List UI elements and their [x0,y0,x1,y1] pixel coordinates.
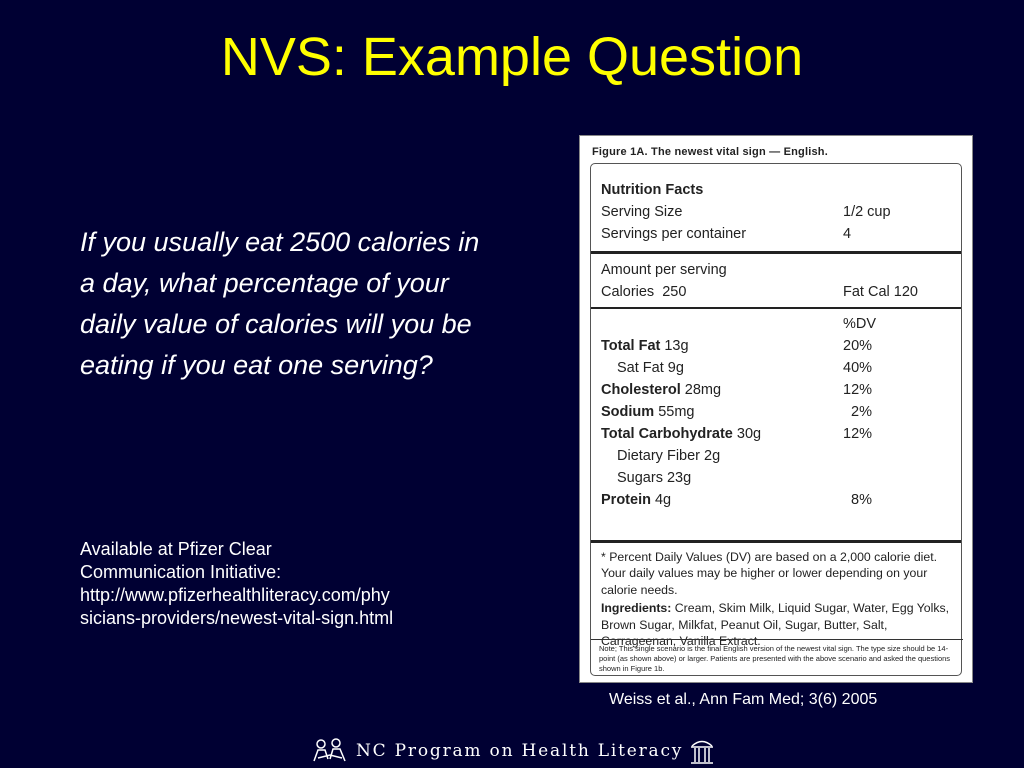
nutrient-amount: 4g [650,491,672,508]
nutrient-row: Total Carbohydrate 30g 12% [601,423,951,445]
nutrient-amount: 28mg [680,381,722,398]
nutrient-name: Protein [601,491,651,508]
nutrient-dv: 2% [843,403,873,420]
fat-calories-label: Fat Cal 120 [843,284,918,300]
calories-label: Calories 250 [601,284,687,300]
footer-logo: NC Program on Health Literacy [310,734,715,768]
nutrient-row: Sugars 23g [601,467,951,489]
nutrient-name: Total Carbohydrate [601,425,733,442]
old-well-icon [691,740,714,764]
nutrient-row: Sodium 55mg 2% [601,401,951,423]
nutrient-dv: 20% [843,337,873,354]
nutrient-amount: 55mg [654,403,695,420]
amount-label: Amount per serving [601,262,727,278]
nutrient-dv: 12% [843,381,873,398]
servings-value: 4 [843,226,852,242]
nutrient-dv: 8% [843,491,873,508]
nutrition-heading: Nutrition Facts [601,182,704,198]
nutrition-label-figure: Figure 1A. The newest vital sign — Engli… [579,135,973,683]
dv-footnote: * Percent Daily Values (DV) are based on… [601,550,938,597]
ingredients-text: Cream, Skim Milk, Liquid Sugar, Water, E… [601,601,950,649]
nutrient-name: Sodium [601,403,655,420]
readers-icon [313,738,346,762]
nutrient-amount: 2g [700,447,721,464]
divider [591,540,961,543]
nutrition-facts: Nutrition Facts Serving Size 1/2 cup Ser… [591,179,961,511]
nutrient-name: Total Fat [601,337,661,354]
divider [591,307,961,309]
footnote-section: * Percent Daily Values (DV) are based on… [591,540,961,649]
serving-size-value: 1/2 cup [843,204,891,220]
nutrient-row: Sat Fat 9g 40% [601,357,951,379]
servings-label: Servings per container [601,226,747,242]
nutrient-row: Dietary Fiber 2g [601,445,951,467]
nutrient-amount: 13g [660,337,689,354]
slide-title: NVS: Example Question [220,27,804,87]
serving-size-row: Serving Size 1/2 cup [601,201,951,223]
nutrient-amount: 30g [732,425,762,442]
nutrient-name: Dietary Fiber [617,447,700,464]
nutrient-dv: 12% [843,425,873,442]
ingredients-label: Ingredients: [601,601,672,616]
figure-caption: Figure 1A. The newest vital sign — Engli… [592,146,828,158]
serving-size-label: Serving Size [601,204,683,220]
source-info: Available at Pfizer Clear Communication … [80,538,500,630]
footer-text: NC Program on Health Literacy [356,741,684,761]
figure-note: Note; This single scenario is the final … [591,639,963,674]
nutrient-row: Protein 4g 8% [601,489,951,511]
nutrient-amount: 23g [662,469,692,486]
dv-header-row: %DV [601,313,951,335]
question-text: If you usually eat 2500 calories in a da… [80,227,480,380]
nutrient-name: Sat Fat [617,359,664,376]
nutrient-name: Sugars [617,469,663,486]
nutrient-row: Total Fat 13g 20% [601,335,951,357]
servings-row: Servings per container 4 [601,223,951,245]
source-line: Communication Initiative: [80,562,282,582]
source-url-line: http://www.pfizerhealthliteracy.com/phy [80,585,390,605]
ingredients: Ingredients: Cream, Skim Milk, Liquid Su… [601,600,951,649]
dv-header: %DV [843,315,877,332]
citation: Weiss et al., Ann Fam Med; 3(6) 2005 [609,691,878,708]
divider [591,251,961,254]
nutrient-name: Cholesterol [601,381,681,398]
nutrient-amount: 9g [663,359,684,376]
calories-row: Calories 250 Fat Cal 120 [601,281,951,303]
source-line: Available at Pfizer Clear [80,539,272,559]
nutrition-label-box: Nutrition Facts Serving Size 1/2 cup Ser… [590,163,963,676]
source-url-line: sicians-providers/newest-vital-sign.html [80,608,394,628]
nutrient-dv: 40% [843,359,873,376]
nutrient-row: Cholesterol 28mg 12% [601,379,951,401]
